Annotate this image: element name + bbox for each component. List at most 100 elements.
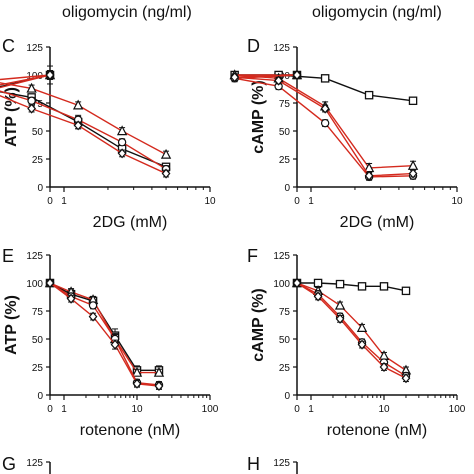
data-point-square xyxy=(320,74,330,83)
data-point-diamond xyxy=(274,75,284,86)
x-tick-label: 1 xyxy=(308,196,314,207)
y-tick-label: 125 xyxy=(26,458,43,469)
x-axis-label: 2DG (mM) xyxy=(93,214,168,231)
y-tick-label: 75 xyxy=(32,99,44,110)
y-axis-label: cAMP (%) xyxy=(250,288,267,362)
data-point-diamond xyxy=(88,311,98,322)
series-line-circle xyxy=(49,282,160,386)
panel-letter-e: E xyxy=(2,246,14,266)
y-tick-label: 0 xyxy=(37,391,43,402)
y-tick-label: 125 xyxy=(273,458,290,469)
y-tick-label: 125 xyxy=(273,251,290,262)
y-tick-label: 75 xyxy=(32,307,44,318)
data-point-diamond xyxy=(45,69,55,81)
panel-letter-f: F xyxy=(247,246,258,266)
data-point-square xyxy=(408,96,418,106)
data-point-diamond xyxy=(45,277,55,289)
y-tick-label: 25 xyxy=(279,155,291,166)
series-line-diamond xyxy=(234,74,414,177)
x-tick-label: 10 xyxy=(204,196,216,207)
y-tick-label: 25 xyxy=(279,363,291,374)
y-tick-label: 0 xyxy=(284,183,290,194)
y-tick-label: 25 xyxy=(32,155,44,166)
data-point-diamond xyxy=(230,72,240,83)
x-tick-label: 0 xyxy=(294,404,300,415)
x-tick-label: 0 xyxy=(47,404,53,415)
y-tick-label: 0 xyxy=(284,391,290,402)
x-axis-label: rotenone (nM) xyxy=(80,422,181,439)
x-tick-label: 1 xyxy=(61,196,67,207)
panel-h-partial: H 125 xyxy=(247,454,298,474)
y-tick-label: 50 xyxy=(32,127,44,138)
panel-letter-g: G xyxy=(2,454,16,474)
x-tick-label: 0 xyxy=(294,196,300,207)
data-point-triangle xyxy=(131,366,143,377)
panel-d: D025507510012501102DG (mM)cAMP (%) xyxy=(229,36,463,231)
x-tick-label: 10 xyxy=(378,404,390,415)
data-point-circle xyxy=(27,96,36,105)
series-line-circle xyxy=(0,74,167,170)
data-point-diamond xyxy=(313,291,323,302)
panel-letter-h: H xyxy=(247,454,260,474)
data-point-square xyxy=(379,282,389,291)
data-point-circle xyxy=(117,137,127,147)
data-point-square xyxy=(335,279,345,289)
data-point-diamond xyxy=(379,361,389,373)
data-point-triangle xyxy=(116,125,128,136)
y-tick-label: 0 xyxy=(37,183,43,194)
series-line-diamond xyxy=(296,282,407,379)
data-point-diamond xyxy=(292,69,302,81)
y-tick-label: 75 xyxy=(279,307,291,318)
x-axis-label: rotenone (nM) xyxy=(327,422,428,439)
data-point-triangle xyxy=(356,322,368,332)
panel-letter-d: D xyxy=(247,36,260,56)
x-tick-label: 100 xyxy=(449,404,466,415)
y-axis-label: ATP (%) xyxy=(3,295,20,355)
data-point-diamond xyxy=(401,373,411,384)
y-tick-label: 100 xyxy=(26,279,43,290)
data-point-triangle xyxy=(160,148,172,159)
x-tick-label: 10 xyxy=(131,404,143,415)
x-tick-label: 1 xyxy=(61,404,67,415)
data-point-triangle xyxy=(72,99,84,110)
y-tick-label: 125 xyxy=(26,251,43,262)
data-point-diamond xyxy=(364,170,374,181)
series-line-triangle xyxy=(234,74,414,169)
y-tick-label: 100 xyxy=(273,279,290,290)
data-point-diamond xyxy=(132,378,142,389)
y-tick-label: 50 xyxy=(279,335,291,346)
data-point-triangle xyxy=(26,82,37,93)
x-tick-label: 1 xyxy=(308,404,314,415)
oligomycin-label-left: oligomycin (ng/ml) xyxy=(62,4,192,21)
data-point-square xyxy=(357,282,367,291)
series-line-triangle xyxy=(0,74,167,156)
data-point-square xyxy=(401,286,411,296)
data-point-triangle xyxy=(153,366,165,377)
y-tick-label: 50 xyxy=(32,335,44,346)
x-tick-label: 10 xyxy=(451,196,463,207)
y-axis-label: cAMP (%) xyxy=(250,80,267,154)
series-line-diamond xyxy=(0,74,167,175)
x-axis-label: 2DG (mM) xyxy=(340,214,415,231)
panel-g-partial: G 125 xyxy=(2,454,51,474)
data-point-diamond xyxy=(154,381,164,392)
y-tick-label: 125 xyxy=(26,43,43,54)
data-point-diamond xyxy=(292,277,302,289)
y-tick-label: 25 xyxy=(32,363,44,374)
x-tick-label: 100 xyxy=(202,404,219,415)
x-tick-label: 0 xyxy=(47,196,53,207)
data-point-diamond xyxy=(66,293,76,304)
y-tick-label: 50 xyxy=(279,127,291,138)
data-point-diamond xyxy=(357,339,367,350)
data-point-square xyxy=(364,90,374,100)
data-point-diamond xyxy=(27,103,37,114)
series-line-circle xyxy=(296,282,407,377)
data-point-diamond xyxy=(117,148,127,159)
data-point-triangle xyxy=(334,299,346,310)
data-point-circle xyxy=(88,301,98,310)
oligomycin-label-right: oligomycin (ng/ml) xyxy=(312,4,442,21)
